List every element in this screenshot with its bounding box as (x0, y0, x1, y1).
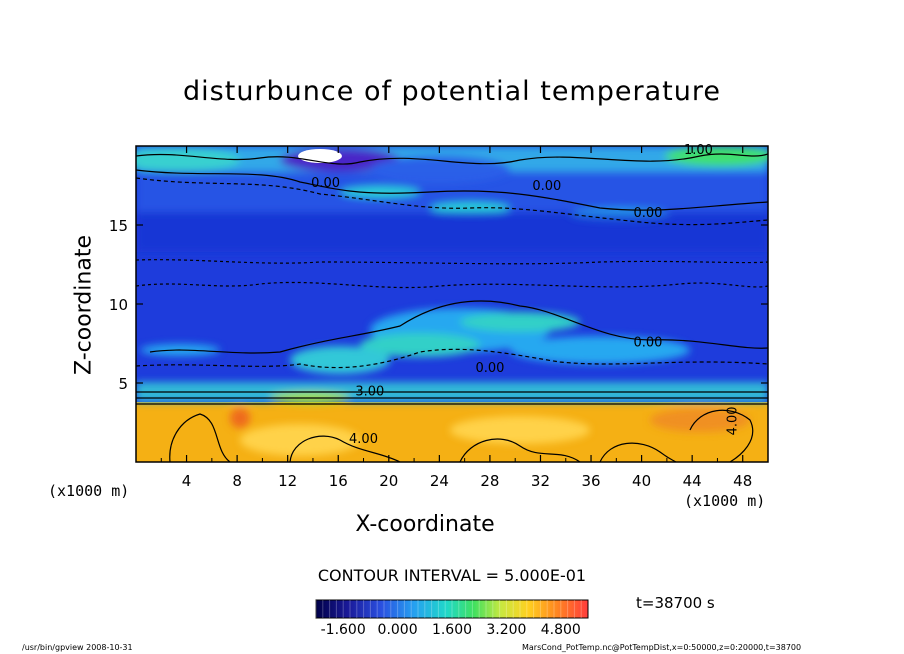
x-tick-label: 44 (683, 472, 702, 490)
y-tick-label: 10 (109, 296, 128, 314)
x-tick-label: 8 (232, 472, 242, 490)
time-label: t=38700 s (636, 594, 715, 612)
x-tick-label: 28 (480, 472, 499, 490)
x-tick-label: 16 (329, 472, 348, 490)
footer-right: MarsCond_PotTemp.nc@PotTempDist,x=0:5000… (522, 643, 802, 652)
x-unit-right: (x1000 m) (684, 492, 766, 510)
contour-label: 0.00 (633, 336, 662, 351)
colorbar (315, 599, 589, 619)
x-tick-label: 36 (581, 472, 600, 490)
contour-label: 3.00 (355, 385, 384, 400)
contour-label: 0.00 (475, 361, 504, 376)
contour-interval: CONTOUR INTERVAL = 5.000E-01 (317, 566, 587, 585)
footer-left: /usr/bin/gpview 2008-10-31 (22, 643, 133, 652)
chart-title: disturbunce of potential temperature (183, 76, 721, 107)
colorbar-tick-label: 3.200 (486, 622, 527, 638)
contour-labels: 0.00 0.00 0.00 1.00 0.00 0.00 3.00 4.00 4.00 (311, 143, 740, 447)
colorbar-tick-label: 1.600 (431, 622, 473, 638)
x-axis-label: X-coordinate (355, 512, 495, 537)
axis-ticks (136, 146, 768, 462)
x-tick-label: 12 (278, 472, 297, 490)
colorbar-tick-label: 0.000 (377, 622, 418, 638)
contour-label: 4.00 (725, 406, 740, 435)
contour-label: 1.00 (684, 143, 713, 158)
x-tick-label: 20 (379, 472, 398, 490)
x-tick-label: 4 (182, 472, 192, 490)
y-tick-label: 5 (118, 375, 128, 393)
contour-label: 4.00 (349, 432, 378, 447)
contour-lines (136, 153, 768, 462)
colorbar-tick-label: 4.800 (540, 622, 581, 638)
x-tick-label: 24 (430, 472, 449, 490)
y-axis-label: Z-coordinate (71, 235, 97, 375)
x-unit-left: (x1000 m) (48, 482, 130, 500)
colorbar-tick-label: -1.600 (320, 622, 366, 638)
x-tick-label: 48 (733, 472, 752, 490)
x-tick-label: 32 (531, 472, 550, 490)
x-tick-label: 40 (632, 472, 651, 490)
y-tick-label: 15 (109, 217, 128, 235)
contour-label: 0.00 (633, 206, 662, 221)
white-patch (298, 149, 342, 163)
contour-label: 0.00 (532, 179, 561, 194)
contour-label: 0.00 (311, 176, 340, 191)
colorbar-stripes (315, 600, 582, 618)
